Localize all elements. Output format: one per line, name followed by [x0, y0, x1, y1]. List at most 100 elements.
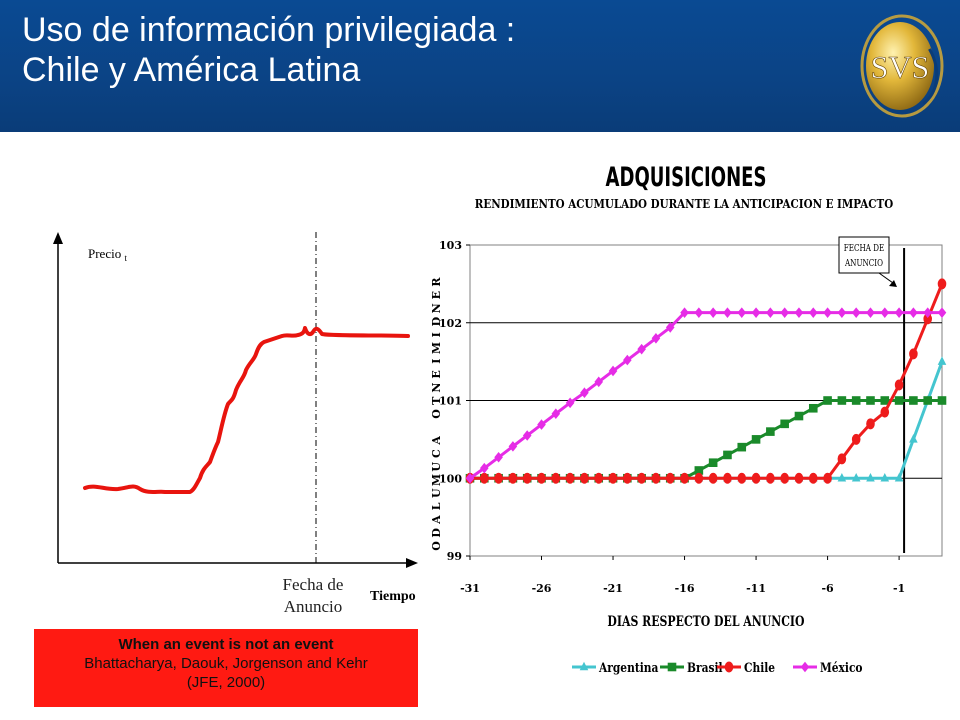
- schematic-x-label: Tiempo: [370, 589, 416, 604]
- y-tick-label-102: 102: [439, 317, 462, 330]
- data-point-brasil: [694, 466, 704, 475]
- data-point-brasil: [794, 411, 804, 421]
- legend-label-brasil: Brasil: [687, 660, 723, 675]
- citation-title: When an event is not an event: [118, 636, 334, 653]
- data-point-mexico: [723, 307, 732, 318]
- slide-title-line2: Chile y América Latina: [22, 51, 361, 89]
- legend-label-argentina: Argentina: [598, 660, 659, 675]
- data-point-mexico: [794, 307, 804, 318]
- data-point-chile: [808, 472, 818, 484]
- data-point-mexico: [680, 307, 689, 318]
- data-point-brasil: [880, 396, 890, 405]
- data-point-chile: [780, 472, 789, 484]
- citation-box: When an event is not an event Bhattachar…: [34, 629, 418, 707]
- data-point-chile: [866, 418, 875, 430]
- data-point-brasil: [851, 396, 861, 405]
- data-point-mexico: [565, 397, 575, 409]
- x-tick-label--6: -6: [821, 582, 834, 595]
- y-tick-label-100: 100: [439, 472, 462, 485]
- data-point-brasil: [866, 396, 875, 405]
- data-point-brasil: [780, 419, 789, 429]
- slide-header: Uso de información privilegiada : Chile …: [0, 0, 960, 132]
- data-point-brasil: [909, 396, 918, 405]
- callout-arrowhead: [889, 280, 897, 287]
- schematic-chart: Precio t Fecha de Anuncio Tiempo: [53, 232, 418, 616]
- citation-journal: (JFE, 2000): [186, 674, 266, 691]
- chart-subtitle: RENDIMIENTO ACUMULADO DURANTE LA ANTICIP…: [475, 196, 894, 211]
- schematic-y-arrow: [53, 232, 63, 244]
- data-point-mexico: [623, 354, 632, 366]
- data-point-mexico: [608, 365, 618, 377]
- data-point-mexico: [537, 419, 546, 430]
- data-point-chile: [608, 472, 618, 484]
- data-point-chile: [837, 453, 847, 465]
- data-point-mexico: [923, 307, 932, 318]
- data-point-brasil: [751, 435, 761, 444]
- logo-text: SVS: [871, 49, 930, 85]
- y-axis-label-letter: D: [430, 316, 443, 326]
- data-point-chile: [737, 472, 747, 484]
- x-tick-label--31: -31: [460, 582, 480, 595]
- data-point-chile: [651, 472, 661, 484]
- data-point-argentina: [937, 356, 947, 365]
- chart-legend: Argentina Brasil Chile México: [572, 660, 863, 675]
- data-point-chile: [551, 472, 561, 484]
- data-point-mexico: [480, 462, 489, 474]
- schematic-price-line: [83, 326, 410, 494]
- data-point-chile: [665, 472, 675, 484]
- y-axis-label-letter: U: [430, 488, 443, 498]
- data-point-brasil: [823, 396, 832, 405]
- data-point-brasil: [737, 442, 747, 452]
- data-point-chile: [894, 379, 904, 391]
- data-point-chile: [880, 406, 890, 418]
- data-point-chile: [766, 472, 775, 484]
- y-axis-label-letter: M: [430, 342, 443, 354]
- schematic-event-label-line1: Fecha de: [283, 575, 344, 594]
- citation-authors: Bhattacharya, Daouk, Jorgenson and Kehr: [84, 655, 368, 672]
- y-axis-label-letter: A: [430, 515, 443, 525]
- x-tick-label--21: -21: [603, 582, 623, 595]
- data-point-mexico: [665, 322, 675, 333]
- data-point-chile: [694, 472, 704, 484]
- data-point-brasil: [708, 458, 718, 467]
- callout-line1: FECHA DE: [844, 242, 884, 253]
- data-point-mexico: [522, 430, 532, 441]
- series-mexico: [465, 307, 947, 484]
- data-point-mexico: [766, 307, 775, 318]
- series-lines: [465, 278, 947, 484]
- data-point-mexico: [594, 376, 604, 388]
- data-point-mexico: [780, 307, 789, 318]
- slide-title: Uso de información privilegiada : Chile …: [22, 10, 515, 90]
- svs-logo: SVS: [860, 14, 944, 118]
- data-point-brasil: [766, 427, 775, 436]
- y-axis-label-letter: O: [430, 541, 443, 551]
- series-chile: [465, 278, 947, 484]
- chart-title: ADQUISICIONES: [606, 163, 767, 193]
- callout-box: [838, 236, 890, 274]
- y-axis-label-letter: O: [430, 409, 443, 419]
- y-axis-label-letter: M: [430, 474, 443, 486]
- data-point-chile: [751, 472, 761, 484]
- y-axis-label-letter: E: [430, 291, 443, 299]
- x-tick-label--1: -1: [893, 582, 905, 595]
- y-axis-label-letter: T: [430, 396, 443, 405]
- data-point-argentina: [851, 472, 861, 482]
- y-axis-label-letter: A: [430, 436, 443, 446]
- x-tick-label--26: -26: [532, 582, 552, 595]
- data-point-brasil: [723, 450, 732, 460]
- series-line-chile: [470, 283, 944, 480]
- y-axis-label-letter: R: [430, 277, 443, 287]
- data-point-chile: [594, 472, 604, 484]
- schematic-x-arrow: [406, 558, 418, 568]
- x-tick-label--16: -16: [675, 582, 695, 595]
- legend-label-chile: Chile: [744, 660, 775, 675]
- data-point-mexico: [894, 307, 904, 318]
- data-point-mexico: [694, 307, 704, 318]
- schematic-y-label: Precio t: [88, 246, 127, 263]
- data-point-mexico: [580, 387, 589, 399]
- legend-marker-chile: [724, 661, 734, 673]
- data-point-chile: [494, 472, 503, 484]
- data-point-chile: [680, 472, 689, 484]
- data-point-chile: [623, 472, 632, 484]
